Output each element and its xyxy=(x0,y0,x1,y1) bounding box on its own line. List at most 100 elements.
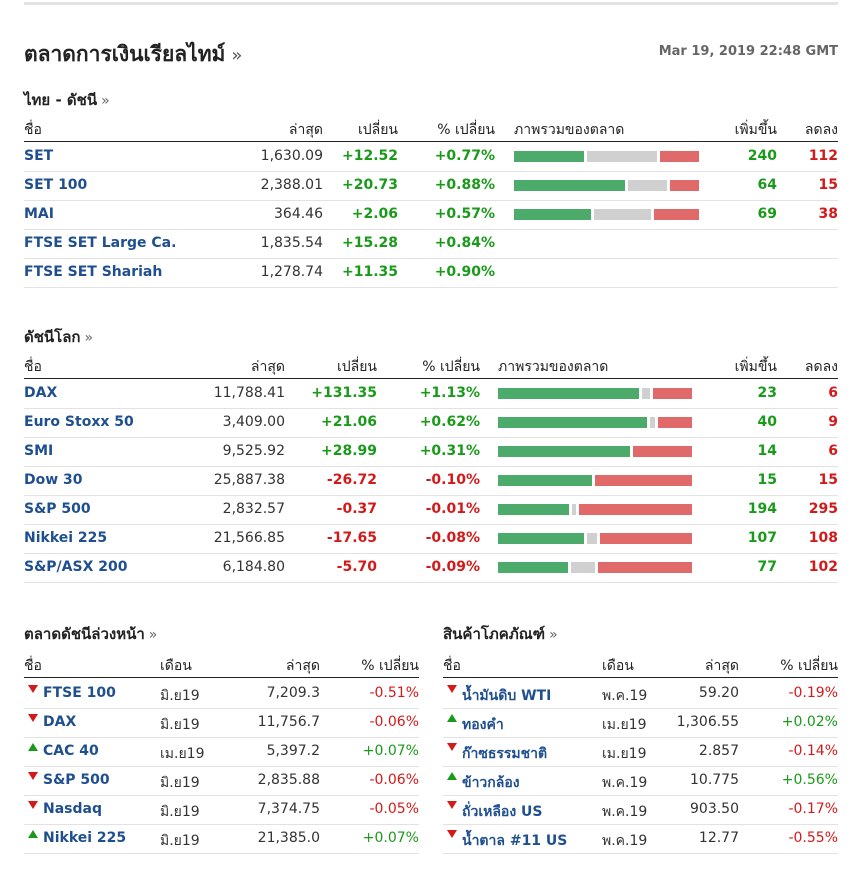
table-row[interactable]: S&P 500 2,832.57 -0.37 -0.01% 194 295 xyxy=(24,495,838,525)
more-link[interactable]: » xyxy=(84,330,94,346)
section-title-text[interactable]: ดัชนีโลก xyxy=(24,328,81,346)
instrument-name-link[interactable]: FTSE 100 xyxy=(43,685,116,701)
table-row[interactable]: Euro Stoxx 50 3,409.00 +21.06 +0.62% 40 9 xyxy=(24,408,838,438)
table-row[interactable]: ถั่วเหลือง US พ.ค.19 903.50 -0.17% xyxy=(443,795,838,825)
table-row[interactable]: ก๊าซธรรมชาติ เม.ย19 2.857 -0.14% xyxy=(443,737,838,767)
index-name-link[interactable]: S&P 500 xyxy=(24,501,91,517)
table-row[interactable]: DAX 11,788.41 +131.35 +1.13% 23 6 xyxy=(24,379,838,409)
index-name-link[interactable]: SMI xyxy=(24,443,54,459)
change-percent: +0.62% xyxy=(419,414,480,430)
table-row[interactable]: MAI 364.46 +2.06 +0.57% 69 38 xyxy=(24,200,838,230)
change-value: +28.99 xyxy=(320,443,377,459)
contract-month: พ.ค.19 xyxy=(602,688,648,704)
more-link[interactable]: » xyxy=(148,627,158,643)
last-price: 1,835.54 xyxy=(260,235,323,251)
more-link[interactable]: » xyxy=(101,93,110,109)
index-name-link[interactable]: DAX xyxy=(24,385,58,401)
column-header: เปลี่ยน xyxy=(357,122,398,138)
decline-bar-segment xyxy=(632,446,692,457)
change-value: -17.65 xyxy=(326,530,377,546)
arrow-up-icon xyxy=(447,772,457,780)
index-name-link[interactable]: S&P/ASX 200 xyxy=(24,559,128,575)
table-row[interactable]: FTSE SET Large Ca. 1,835.54 +15.28 +0.84% xyxy=(24,229,838,259)
instrument-name-link[interactable]: น้ำตาล #11 US xyxy=(462,833,568,849)
page-title-text[interactable]: ตลาดการเงินเรียลไทม์ xyxy=(24,42,226,66)
unchanged-bar-segment xyxy=(586,151,657,162)
instrument-name-link[interactable]: น้ำมันดิบ WTI xyxy=(462,688,552,704)
instrument-name-link[interactable]: ทองคำ xyxy=(462,717,504,733)
column-header: เปลี่ยน xyxy=(336,359,377,375)
section-title-thai[interactable]: ไทย - ดัชนี» xyxy=(24,88,110,112)
advances-count: 107 xyxy=(747,530,777,546)
market-overview-bar xyxy=(498,504,692,515)
table-row[interactable]: CAC 40 เม.ย19 5,397.2 +0.07% xyxy=(24,737,419,767)
table-row[interactable]: DAX มิ.ย19 11,756.7 -0.06% xyxy=(24,708,419,738)
table-row[interactable]: SMI 9,525.92 +28.99 +0.31% 14 6 xyxy=(24,437,838,467)
last-price: 364.46 xyxy=(274,206,323,222)
instrument-name-link[interactable]: S&P 500 xyxy=(43,772,110,788)
decline-bar-segment xyxy=(598,562,692,573)
market-overview-bar xyxy=(498,562,692,573)
change-percent: +0.84% xyxy=(434,235,495,251)
section-title-world[interactable]: ดัชนีโลก» xyxy=(24,325,93,349)
table-row[interactable]: S&P 500 มิ.ย19 2,835.88 -0.06% xyxy=(24,766,419,796)
advances-count: 240 xyxy=(747,148,777,164)
section-title-futures[interactable]: ตลาดดัชนีล่วงหน้า» xyxy=(24,622,157,646)
declines-count: 6 xyxy=(828,385,838,401)
contract-month: มิ.ย19 xyxy=(160,688,200,704)
arrow-down-icon xyxy=(28,685,38,693)
index-name-link[interactable]: SET xyxy=(24,148,54,164)
table-row[interactable]: น้ำตาล #11 US พ.ค.19 12.77 -0.55% xyxy=(443,824,838,854)
instrument-name-link[interactable]: Nasdaq xyxy=(43,801,102,817)
section-title-text[interactable]: สินค้าโภคภัณฑ์ xyxy=(443,625,546,643)
table-row[interactable]: Nikkei 225 มิ.ย19 21,385.0 +0.07% xyxy=(24,824,419,854)
index-name-link[interactable]: Dow 30 xyxy=(24,472,83,488)
more-link[interactable]: » xyxy=(231,45,243,66)
column-header: เดือน xyxy=(160,658,192,674)
change-percent: -0.01% xyxy=(425,501,480,517)
index-name-link[interactable]: FTSE SET Shariah xyxy=(24,264,163,280)
table-row[interactable]: Dow 30 25,887.38 -26.72 -0.10% 15 15 xyxy=(24,466,838,496)
table-row[interactable]: SET 100 2,388.01 +20.73 +0.88% 64 15 xyxy=(24,171,838,201)
instrument-name-link[interactable]: CAC 40 xyxy=(43,743,99,759)
instrument-name-link[interactable]: ก๊าซธรรมชาติ xyxy=(462,746,548,762)
instrument-name-link[interactable]: Nikkei 225 xyxy=(43,830,127,846)
section-title-text[interactable]: ไทย - ดัชนี xyxy=(24,91,98,109)
table-row[interactable]: Nasdaq มิ.ย19 7,374.75 -0.05% xyxy=(24,795,419,825)
table-row[interactable]: Nikkei 225 21,566.85 -17.65 -0.08% 107 108 xyxy=(24,524,838,554)
advance-bar-segment xyxy=(498,533,585,544)
advance-bar-segment xyxy=(514,180,625,191)
instrument-name-link[interactable]: ข้าวกล้อง xyxy=(462,775,520,791)
section-title-commodities[interactable]: สินค้าโภคภัณฑ์» xyxy=(443,622,558,646)
top-divider xyxy=(24,2,838,5)
more-link[interactable]: » xyxy=(549,627,558,643)
index-name-link[interactable]: SET 100 xyxy=(24,177,88,193)
column-header: ภาพรวมของตลาด xyxy=(498,359,609,375)
table-row[interactable]: SET 1,630.09 +12.52 +0.77% 240 112 xyxy=(24,142,838,172)
change-percent: +0.02% xyxy=(781,714,838,730)
table-row[interactable]: FTSE 100 มิ.ย19 7,209.3 -0.51% xyxy=(24,679,419,709)
column-header: เดือน xyxy=(602,658,634,674)
change-value: +11.35 xyxy=(341,264,398,280)
instrument-name-link[interactable]: ถั่วเหลือง US xyxy=(462,804,543,820)
decline-bar-segment xyxy=(654,209,699,220)
change-percent: -0.09% xyxy=(425,559,480,575)
index-name-link[interactable]: Nikkei 225 xyxy=(24,530,108,546)
last-price: 2,832.57 xyxy=(222,501,285,517)
table-row[interactable]: FTSE SET Shariah 1,278.74 +11.35 +0.90% xyxy=(24,258,838,288)
declines-count: 295 xyxy=(808,501,838,517)
instrument-name-link[interactable]: DAX xyxy=(43,714,77,730)
index-name-link[interactable]: Euro Stoxx 50 xyxy=(24,414,134,430)
index-name-link[interactable]: MAI xyxy=(24,206,54,222)
change-value: -5.70 xyxy=(336,559,377,575)
unchanged-bar-segment xyxy=(570,562,595,573)
table-row[interactable]: ข้าวกล้อง พ.ค.19 10.775 +0.56% xyxy=(443,766,838,796)
section-title-text[interactable]: ตลาดดัชนีล่วงหน้า xyxy=(24,625,145,643)
index-name-link[interactable]: FTSE SET Large Ca. xyxy=(24,235,177,251)
table-row[interactable]: น้ำมันดิบ WTI พ.ค.19 59.20 -0.19% xyxy=(443,679,838,709)
table-row[interactable]: ทองคำ เม.ย19 1,306.55 +0.02% xyxy=(443,708,838,738)
arrow-down-icon xyxy=(447,830,457,838)
advance-bar-segment xyxy=(498,475,592,486)
page-title[interactable]: ตลาดการเงินเรียลไทม์» xyxy=(24,38,242,71)
table-row[interactable]: S&P/ASX 200 6,184.80 -5.70 -0.09% 77 102 xyxy=(24,553,838,583)
